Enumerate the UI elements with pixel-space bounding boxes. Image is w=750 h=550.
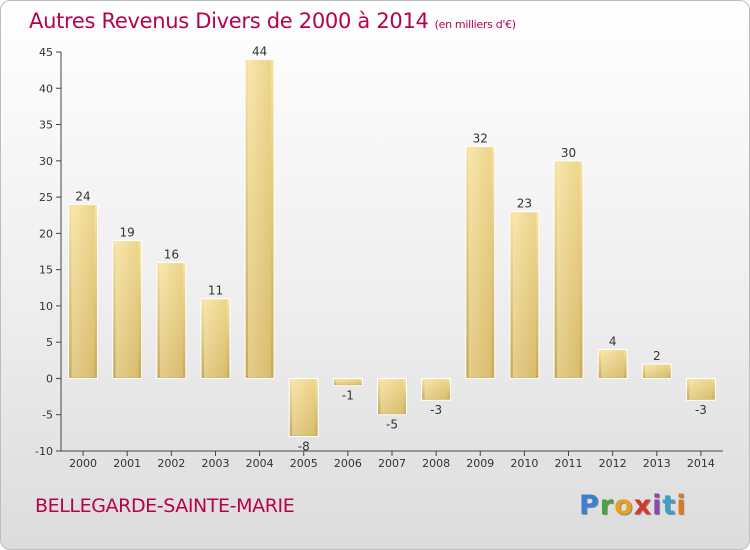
logo-letter: r bbox=[599, 490, 615, 521]
x-tick-label: 2013 bbox=[643, 457, 671, 470]
data-label: 44 bbox=[252, 44, 267, 58]
chart-bars bbox=[68, 58, 716, 437]
data-label: 16 bbox=[164, 247, 179, 261]
bar-group bbox=[597, 348, 628, 379]
title-unit: (en milliers d'€) bbox=[434, 18, 516, 31]
bar-highlight bbox=[512, 212, 536, 378]
bar-group bbox=[288, 377, 319, 437]
bar-group bbox=[112, 240, 143, 379]
x-tick-label: 2003 bbox=[201, 457, 229, 470]
bar-group bbox=[509, 211, 540, 379]
bar-highlight bbox=[336, 379, 360, 385]
y-tick-label: 5 bbox=[46, 336, 53, 349]
data-label: 24 bbox=[75, 189, 90, 203]
y-tick-label: 30 bbox=[39, 155, 53, 168]
bar-highlight bbox=[203, 299, 227, 378]
x-tick-label: 2014 bbox=[687, 457, 715, 470]
data-label: 11 bbox=[208, 284, 223, 298]
y-tick-label: 25 bbox=[39, 191, 53, 204]
bar-highlight bbox=[557, 161, 581, 378]
logo-letter: o bbox=[614, 490, 634, 521]
bar-group bbox=[332, 377, 363, 387]
bar-highlight bbox=[424, 379, 448, 400]
y-tick-label: 40 bbox=[39, 82, 53, 95]
logo-letter: i bbox=[652, 490, 663, 521]
bar-group bbox=[68, 203, 99, 379]
bar-group bbox=[421, 377, 452, 401]
x-tick-label: 2011 bbox=[555, 457, 583, 470]
y-tick-label: 10 bbox=[39, 300, 53, 313]
chart-axes: -10 -5 0 5 10 15 20 25 30 35 40 45 2000 2001 2002 2003 2… bbox=[35, 46, 723, 470]
bar-highlight bbox=[159, 263, 183, 378]
title-text: Autres Revenus Divers de 2000 à 2014 bbox=[29, 9, 429, 33]
data-label: 19 bbox=[120, 226, 135, 240]
bar-highlight bbox=[380, 379, 404, 414]
x-tick-label: 2009 bbox=[466, 457, 494, 470]
data-label: -3 bbox=[430, 403, 442, 417]
bar-highlight bbox=[645, 364, 669, 378]
y-tick-label: 35 bbox=[39, 119, 53, 132]
bar-highlight bbox=[248, 60, 272, 378]
bar-highlight bbox=[71, 205, 95, 378]
bar-highlight bbox=[115, 241, 139, 378]
data-label: -8 bbox=[298, 439, 310, 453]
bar-group bbox=[685, 377, 716, 401]
x-tick-label: 2004 bbox=[246, 457, 274, 470]
bar-group bbox=[553, 160, 584, 379]
bar-group bbox=[244, 58, 275, 379]
x-tick-label: 2002 bbox=[157, 457, 185, 470]
y-tick-label: -5 bbox=[42, 409, 53, 422]
logo-letter: t bbox=[662, 490, 677, 521]
chart-labels: 24 19 16 11 44 -8 -1 -5 -3 32 23 30 4 2 -3 bbox=[75, 44, 706, 453]
x-tick-label: 2008 bbox=[422, 457, 450, 470]
x-tick-label: 2001 bbox=[113, 457, 141, 470]
data-label: -5 bbox=[386, 418, 398, 432]
data-label: 2 bbox=[653, 349, 661, 363]
y-tick-label: -10 bbox=[35, 445, 53, 458]
x-tick-label: 2000 bbox=[69, 457, 97, 470]
data-label: 4 bbox=[609, 334, 617, 348]
data-label: -1 bbox=[342, 389, 354, 403]
bar-group bbox=[377, 377, 407, 416]
bar-highlight bbox=[468, 147, 492, 378]
logo-letter: x bbox=[633, 490, 653, 521]
bar-highlight bbox=[292, 379, 316, 436]
x-tick-label: 2007 bbox=[378, 457, 406, 470]
x-tick-label: 2005 bbox=[290, 457, 318, 470]
bar-group bbox=[465, 145, 496, 379]
x-tick-label: 2010 bbox=[510, 457, 538, 470]
y-tick-label: 20 bbox=[39, 227, 53, 240]
y-tick-label: 45 bbox=[39, 46, 53, 59]
proxiti-logo: Proxiti bbox=[579, 490, 687, 521]
bar-highlight bbox=[601, 350, 625, 378]
chart-title: Autres Revenus Divers de 2000 à 2014 (en … bbox=[29, 9, 516, 33]
x-tick-label: 2012 bbox=[599, 457, 627, 470]
bar-group bbox=[641, 363, 672, 379]
data-label: 30 bbox=[561, 146, 576, 160]
y-tick-label: 0 bbox=[46, 372, 53, 385]
y-tick-label: 15 bbox=[39, 264, 53, 277]
logo-letter: i bbox=[676, 490, 687, 521]
logo-letter: P bbox=[579, 490, 600, 521]
data-label: 32 bbox=[473, 131, 488, 145]
bar-highlight bbox=[689, 379, 713, 400]
data-label: -3 bbox=[695, 403, 707, 417]
x-tick-label: 2006 bbox=[334, 457, 362, 470]
bar-group bbox=[200, 298, 231, 379]
data-label: 23 bbox=[517, 197, 532, 211]
commune-name: BELLEGARDE-SAINTE-MARIE bbox=[35, 495, 295, 517]
bar-group bbox=[156, 261, 187, 379]
